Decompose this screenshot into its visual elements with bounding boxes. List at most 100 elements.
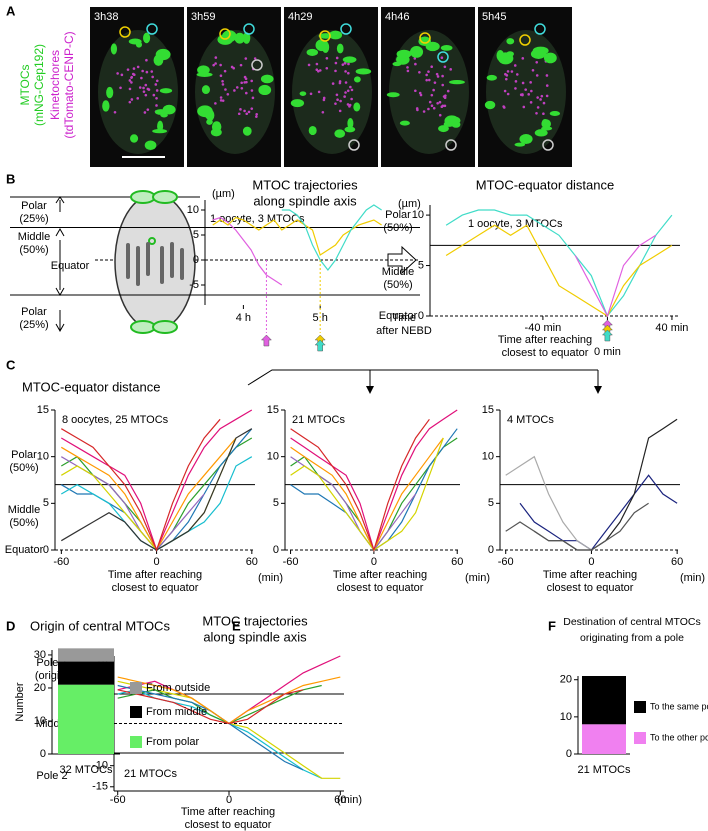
x-label: after NEBD xyxy=(376,325,432,337)
kinetochore xyxy=(130,98,134,101)
mtoc-blob xyxy=(440,45,453,51)
channel-label: (tdTomato-CENP-C) xyxy=(62,31,76,138)
mtoc-blob xyxy=(143,32,151,44)
mtoc-blob xyxy=(396,49,412,59)
tracked-mtoc xyxy=(534,23,546,35)
y-tick-label: 10 xyxy=(267,451,279,463)
kinetochore xyxy=(239,63,243,67)
mtoc-blob xyxy=(201,85,210,95)
schematic-label: (25%) xyxy=(19,319,48,331)
kinetochore xyxy=(318,69,322,72)
kinetochore xyxy=(116,72,119,75)
arrow-head xyxy=(55,323,65,333)
title: MTOC trajectories xyxy=(252,177,358,192)
side-label: (50%) xyxy=(9,517,38,529)
mtoc-blob xyxy=(506,38,515,45)
y-tick-label: 30 xyxy=(34,649,46,661)
kinetochore xyxy=(347,71,350,75)
kinetochore xyxy=(317,90,321,94)
kinetochore xyxy=(119,86,122,90)
kinetochore xyxy=(155,89,159,92)
kinetochore xyxy=(338,80,342,83)
trajectory xyxy=(60,437,237,552)
title: Destination of central MTOCs xyxy=(563,616,701,628)
kinetochore xyxy=(336,98,339,101)
kinetochore xyxy=(418,91,422,95)
subtitle: 21 MTOCs xyxy=(124,768,177,780)
kinetochore xyxy=(531,68,535,72)
kinetochore xyxy=(247,110,251,114)
legend-swatch xyxy=(130,682,142,694)
kinetochore xyxy=(419,93,423,97)
kinetochore xyxy=(350,97,353,101)
kinetochore xyxy=(443,104,447,108)
trajectory xyxy=(290,428,458,551)
title: Origin of central MTOCs xyxy=(30,618,170,633)
kinetochore xyxy=(142,90,146,93)
x-unit: (min) xyxy=(337,794,362,806)
kinetochore xyxy=(237,112,241,116)
mtoc-blob xyxy=(211,121,222,133)
kinetochore xyxy=(309,92,313,96)
mtoc-blob xyxy=(336,43,344,54)
x-tick-label: 0 xyxy=(154,556,160,568)
kinetochore xyxy=(432,88,435,92)
mtoc-blob xyxy=(130,134,139,143)
kinetochore xyxy=(221,83,225,86)
kinetochore xyxy=(524,88,527,91)
side-label: Middle xyxy=(8,504,40,516)
kinetochore xyxy=(152,93,156,97)
trajectory xyxy=(117,684,322,725)
kinetochore xyxy=(145,58,148,62)
y-tick-label: 20 xyxy=(560,674,572,686)
x-label: closest to equator xyxy=(547,582,634,594)
kinetochore xyxy=(414,89,417,93)
kinetochore xyxy=(343,61,347,65)
tracked-mtoc xyxy=(146,23,158,35)
kinetochore xyxy=(255,112,258,116)
mtoc-blob xyxy=(418,36,431,47)
kinetochore xyxy=(250,79,253,83)
kinetochore xyxy=(243,81,246,84)
kinetochore xyxy=(155,79,159,83)
mtoc xyxy=(152,190,178,204)
trajectory xyxy=(290,437,444,552)
kinetochore xyxy=(244,91,248,95)
kinetochore xyxy=(542,112,545,116)
mtoc-blob xyxy=(496,49,505,62)
kinetochore xyxy=(503,89,507,93)
mtoc-blob xyxy=(392,61,402,67)
mtoc-blob xyxy=(484,100,496,110)
mtoc-blob xyxy=(260,74,274,84)
legend-swatch xyxy=(130,706,142,718)
bar-segment xyxy=(582,676,626,725)
x-tick-label: -60 xyxy=(283,556,299,568)
kinetochore xyxy=(432,106,436,110)
image-tiles: 3h38 3h59 4h29 4h46 5h45 xyxy=(90,7,572,167)
side-label: Equator xyxy=(5,544,44,556)
kinetochore xyxy=(425,78,428,82)
schematic-label: (25%) xyxy=(19,213,48,225)
trajectory xyxy=(117,689,304,725)
title: MTOC trajectories xyxy=(202,613,308,628)
kinetochore xyxy=(244,77,248,81)
x-tick-label: 4 h xyxy=(236,312,251,324)
mtoc-blob xyxy=(153,54,164,66)
time-stamp: 3h59 xyxy=(191,11,215,23)
kinetochore xyxy=(406,69,410,73)
kinetochore xyxy=(140,76,143,80)
x-tick-label: 0 min xyxy=(594,346,621,358)
kinetochore xyxy=(502,105,505,108)
side-label: Middle xyxy=(382,266,414,278)
mtoc-blob xyxy=(197,65,210,75)
x-label: Time after reaching xyxy=(181,806,275,818)
kinetochore xyxy=(230,65,234,69)
bar-segment xyxy=(582,724,626,754)
mtoc-blob xyxy=(159,88,173,94)
y-tick-label: 10 xyxy=(34,715,46,727)
x-unit: (min) xyxy=(258,572,283,584)
trajectory xyxy=(574,234,657,318)
mtoc xyxy=(130,320,156,334)
trajectory xyxy=(445,209,673,318)
kinetochore xyxy=(545,84,549,87)
